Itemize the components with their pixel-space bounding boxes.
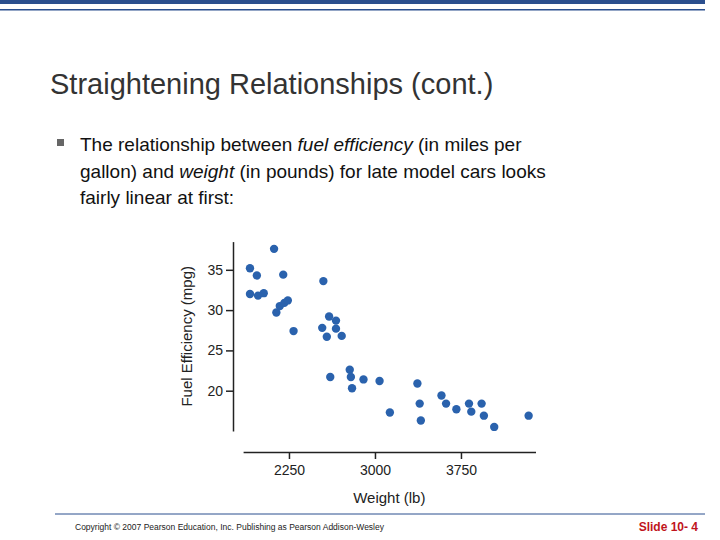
x-tick: 3750 <box>446 452 477 478</box>
slide-title: Straightening Relationships (cont.) <box>50 68 493 100</box>
point <box>490 423 498 431</box>
y-tick: 30 <box>207 302 233 318</box>
top-rule <box>0 9 705 11</box>
bullet-line: fairly linear at first: <box>80 187 234 208</box>
point <box>416 399 424 407</box>
x-axis-line <box>244 452 536 454</box>
bullet-text: fairly linear at first: <box>80 187 234 208</box>
bullet-text: weight <box>179 161 235 182</box>
bullet-text: The relationship between <box>80 134 298 155</box>
point <box>413 379 421 387</box>
point <box>338 332 346 340</box>
points <box>246 245 533 431</box>
y-tick-mark <box>226 270 233 272</box>
x-tick-mark <box>461 452 463 459</box>
x-axis-title: Weight (lb) <box>353 489 425 506</box>
point <box>260 289 268 297</box>
point <box>347 373 355 381</box>
point <box>246 290 254 298</box>
point <box>417 416 425 424</box>
point <box>480 412 488 420</box>
point <box>270 245 278 253</box>
point <box>323 333 331 341</box>
bullet-text: fuel efficiency <box>298 134 415 155</box>
point <box>332 316 340 324</box>
x-tick-label: 2250 <box>274 462 305 478</box>
y-tick: 25 <box>207 342 233 358</box>
y-tick-mark <box>226 350 233 352</box>
bullet-text: gallon) and <box>80 161 179 182</box>
point <box>442 399 450 407</box>
point <box>253 271 261 279</box>
point <box>375 377 383 385</box>
point <box>279 270 287 278</box>
point <box>246 264 254 272</box>
point <box>326 373 334 381</box>
point <box>465 399 473 407</box>
point <box>452 405 460 413</box>
point <box>477 399 485 407</box>
chart: 20 25 30 35 2250 3000 3750 Weight (lb) Fuel Effi… <box>178 242 536 506</box>
x-tick-mark <box>289 452 291 459</box>
y-tick-label: 30 <box>207 302 223 318</box>
point <box>524 412 532 420</box>
bullet-line: gallon) and weight (in pounds) for late … <box>80 161 546 182</box>
point <box>467 407 475 415</box>
y-tick-label: 20 <box>207 383 223 399</box>
slide: Straightening Relationships (cont.) The r… <box>0 0 720 540</box>
y-tick-label: 25 <box>207 342 223 358</box>
x-tick-label: 3000 <box>360 462 391 478</box>
slide-number: Slide 10- 4 <box>639 520 699 534</box>
point <box>319 277 327 285</box>
point <box>318 324 326 332</box>
y-tick: 20 <box>207 383 233 399</box>
bullet-text: (in miles per <box>413 134 522 155</box>
point <box>359 375 367 383</box>
y-tick-mark <box>226 390 233 392</box>
point <box>289 327 297 335</box>
footer-text: Copyright © 2007 Pearson Education, Inc.… <box>75 522 385 532</box>
point <box>437 391 445 399</box>
x-tick: 2250 <box>274 452 305 478</box>
y-tick-mark <box>226 310 233 312</box>
bullet-text: (in pounds) for late model cars looks <box>234 161 546 182</box>
x-axis: 2250 3000 3750 <box>244 452 536 478</box>
point <box>348 384 356 392</box>
bullet-line: The relationship between fuel efficiency… <box>80 134 522 155</box>
footer-rule <box>55 514 705 515</box>
point <box>332 324 340 332</box>
point <box>346 366 354 374</box>
x-tick-label: 3750 <box>446 462 477 478</box>
x-tick-mark <box>375 452 377 459</box>
y-tick: 35 <box>207 262 233 278</box>
y-tick-label: 35 <box>207 262 223 278</box>
point <box>284 296 292 304</box>
bullet-marker <box>57 139 64 146</box>
y-axis: 20 25 30 35 <box>207 242 233 431</box>
point <box>386 408 394 416</box>
x-tick: 3000 <box>360 452 391 478</box>
y-axis-title: Fuel Efficiency (mpg) <box>178 266 195 407</box>
top-bar <box>0 0 705 4</box>
